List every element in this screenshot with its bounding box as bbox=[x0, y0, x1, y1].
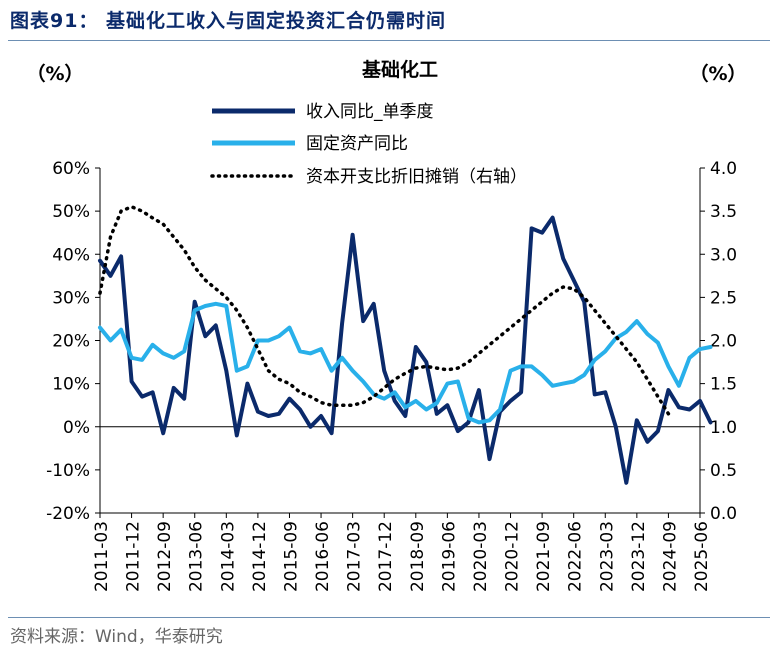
x-tick-label: 2023-12 bbox=[629, 521, 649, 592]
legend-item-fixed-assets: 固定资产同比 bbox=[212, 134, 408, 154]
x-tick-label: 2025-06 bbox=[692, 521, 712, 592]
right-tick-label: 0.0 bbox=[710, 504, 737, 524]
right-tick-label: 4.0 bbox=[710, 159, 737, 179]
series-revenue-yoy bbox=[98, 215, 713, 485]
x-tick-label: 2021-09 bbox=[534, 521, 554, 592]
x-tick-label: 2016-06 bbox=[313, 521, 333, 592]
right-tick-label: 2.5 bbox=[710, 288, 737, 308]
x-tick-label: 2022-06 bbox=[566, 521, 586, 592]
x-tick-label: 2020-03 bbox=[471, 521, 491, 592]
legend-label-fixed-assets: 固定资产同比 bbox=[306, 134, 408, 154]
x-tick-label: 2011-12 bbox=[124, 521, 144, 592]
x-tick-label: 2015-09 bbox=[281, 521, 301, 592]
legend-item-revenue: 收入同比_单季度 bbox=[212, 102, 434, 122]
left-tick-label: -20% bbox=[46, 504, 90, 524]
source-note: 资料来源：Wind，华泰研究 bbox=[10, 627, 223, 647]
top-divider bbox=[8, 40, 770, 41]
chart-title: 基础化工 bbox=[361, 58, 438, 81]
x-tick-label: 2014-12 bbox=[250, 521, 270, 592]
legend-label-revenue: 收入同比_单季度 bbox=[306, 102, 434, 122]
left-tick-label: 50% bbox=[52, 202, 90, 222]
legend: 收入同比_单季度 固定资产同比 资本开支比折旧摊销（右轴） bbox=[210, 102, 527, 187]
left-tick-label: 60% bbox=[52, 159, 90, 179]
left-axis-unit: （%） bbox=[26, 62, 83, 85]
left-tick-label: 10% bbox=[52, 375, 90, 395]
right-tick-label: 0.5 bbox=[710, 461, 737, 481]
left-tick-label: 0% bbox=[63, 418, 90, 438]
right-tick-label: 1.5 bbox=[710, 375, 737, 395]
plot-area: -20% -10% 0% 10% 20% 30% 40% 50% 60% 0.0 0.5 1.0 1.5… bbox=[46, 159, 737, 592]
x-tick-label: 2020-12 bbox=[503, 521, 523, 592]
x-tick-label: 2014-03 bbox=[218, 521, 238, 592]
legend-label-capex-ratio: 资本开支比折旧摊销（右轴） bbox=[306, 167, 527, 187]
legend-item-capex-ratio: 资本开支比折旧摊销（右轴） bbox=[210, 167, 527, 187]
left-tick-label: -10% bbox=[46, 461, 90, 481]
x-tick-label: 2023-03 bbox=[597, 521, 617, 592]
series-fixed-assets-yoy bbox=[98, 301, 713, 425]
x-tick-label: 2017-12 bbox=[376, 521, 396, 592]
figure-title: 图表91： 基础化工收入与固定投资汇合仍需时间 bbox=[10, 10, 447, 32]
x-tick-label: 2019-06 bbox=[439, 521, 459, 592]
right-tick-label: 2.0 bbox=[710, 332, 737, 352]
x-tick-label: 2012-09 bbox=[155, 521, 175, 592]
x-tick-label: 2013-06 bbox=[187, 521, 207, 592]
left-tick-label: 40% bbox=[52, 245, 90, 265]
left-tick-label: 20% bbox=[52, 332, 90, 352]
bottom-divider bbox=[8, 617, 770, 618]
left-tick-label: 30% bbox=[52, 288, 90, 308]
right-tick-label: 3.5 bbox=[710, 202, 737, 222]
right-axis-unit: （%） bbox=[689, 62, 746, 85]
x-tick-label: 2024-09 bbox=[660, 521, 680, 592]
x-tick-label: 2017-03 bbox=[345, 521, 365, 592]
x-tick-label: 2018-09 bbox=[408, 521, 428, 592]
right-tick-label: 1.0 bbox=[710, 418, 737, 438]
x-tick-label: 2011-03 bbox=[92, 521, 112, 592]
right-tick-label: 3.0 bbox=[710, 245, 737, 265]
